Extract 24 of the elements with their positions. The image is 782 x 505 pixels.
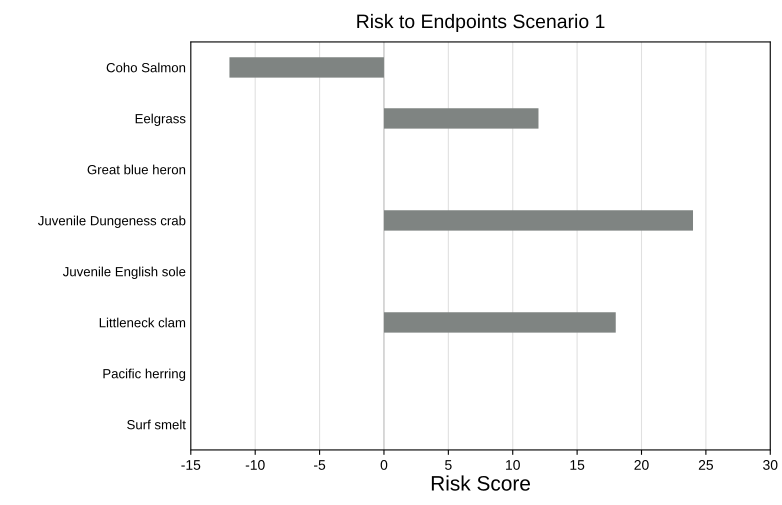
x-tick-label: 5 [445, 460, 452, 470]
x-tick-label: 15 [570, 460, 584, 470]
bar [384, 210, 694, 231]
x-tick-label: -5 [314, 460, 326, 470]
y-tick-label: Eelgrass [136, 114, 186, 126]
x-tick-label: -15 [181, 460, 200, 470]
y-tick-label: Juvenile Dungeness crab [38, 216, 186, 228]
x-tick-label: 30 [763, 460, 778, 470]
bar [384, 312, 616, 333]
x-tick-label: 0 [380, 460, 388, 470]
x-axis-title: Risk Score [432, 475, 530, 491]
y-tick-label: Pacific herring [103, 368, 186, 381]
y-tick-label: Juvenile English sole [62, 266, 186, 279]
y-tick-label: Coho Salmon [106, 62, 186, 72]
y-tick-label: Great blue heron [88, 164, 186, 174]
x-tick-label: 20 [634, 460, 649, 470]
bar [384, 108, 538, 129]
x-tick-label: 25 [698, 460, 714, 470]
x-tick-label: 10 [506, 460, 520, 470]
chart-title: Risk to Endpoints Scenario 1 [357, 14, 604, 32]
bar [229, 57, 384, 78]
y-tick-label: Littleneck clam [100, 318, 186, 328]
y-tick-label: Surf smelt [127, 420, 186, 430]
x-tick-label: -10 [246, 460, 265, 470]
